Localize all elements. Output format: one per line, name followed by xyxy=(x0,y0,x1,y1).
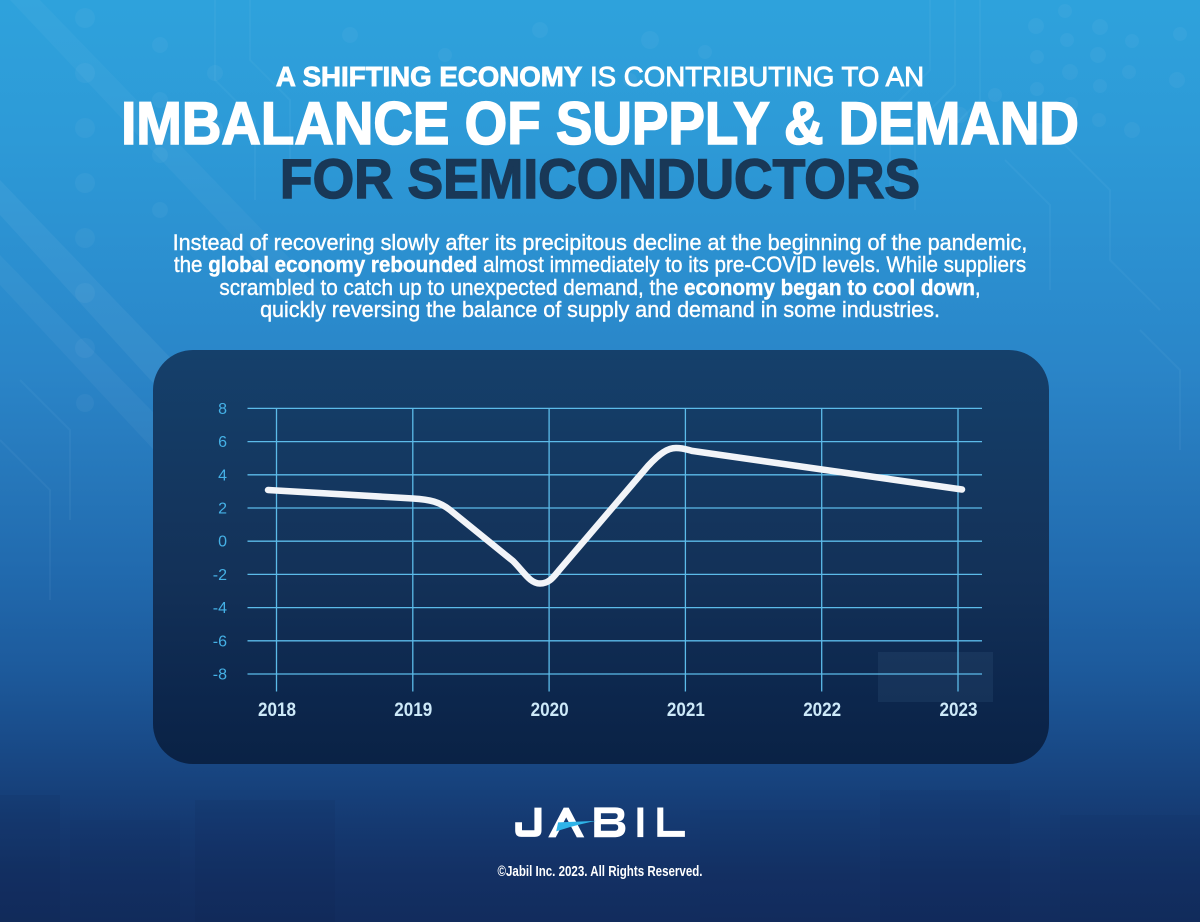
svg-text:4: 4 xyxy=(218,467,227,484)
svg-text:2023: 2023 xyxy=(940,700,978,721)
svg-text:8: 8 xyxy=(218,401,227,418)
svg-text:-8: -8 xyxy=(213,667,227,684)
svg-text:2018: 2018 xyxy=(258,700,296,721)
svg-text:-2: -2 xyxy=(213,567,227,584)
svg-text:-4: -4 xyxy=(213,600,227,617)
svg-text:6: 6 xyxy=(218,434,227,451)
svg-text:2: 2 xyxy=(218,501,227,518)
svg-text:0: 0 xyxy=(218,534,227,551)
svg-text:-6: -6 xyxy=(213,633,227,650)
svg-text:2022: 2022 xyxy=(803,700,841,721)
svg-text:2020: 2020 xyxy=(531,700,569,721)
svg-text:2021: 2021 xyxy=(667,700,705,721)
svg-text:2019: 2019 xyxy=(394,700,432,721)
